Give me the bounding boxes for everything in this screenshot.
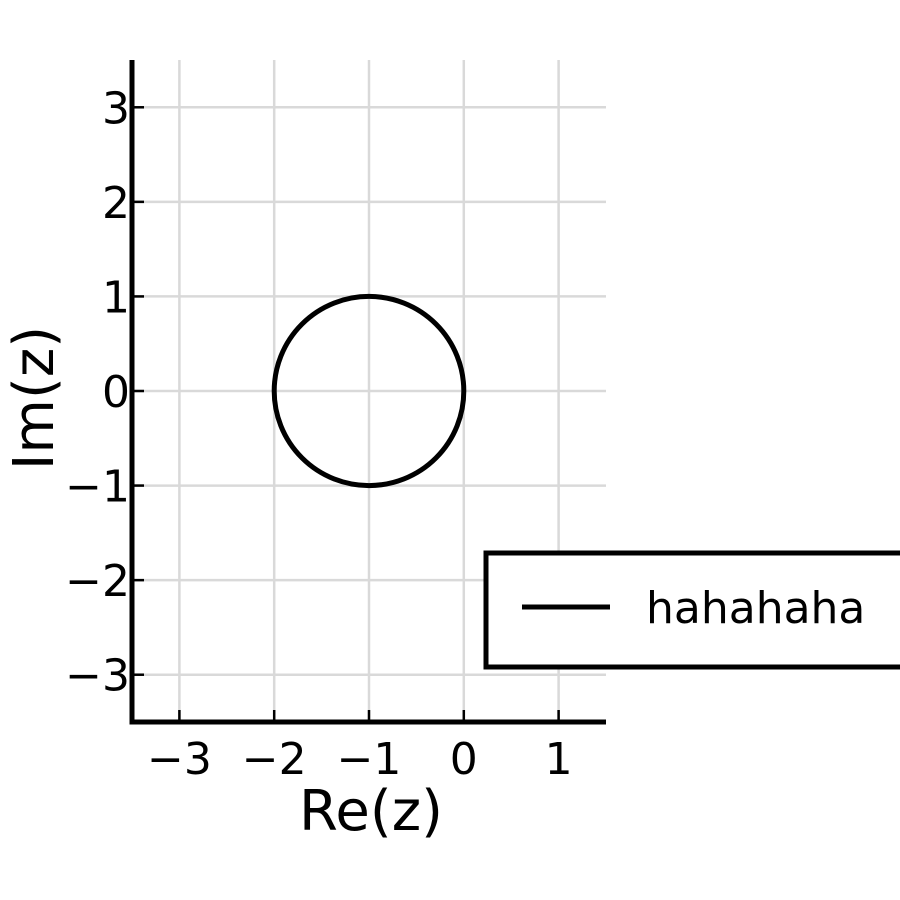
y-tick-label-0: −3 <box>65 651 130 702</box>
x-tick-label-3: 0 <box>450 734 478 785</box>
tick-labels: −3 −2 −1 0 1 −3 −2 −1 0 1 2 3 <box>65 83 572 785</box>
x-tick-label-0: −3 <box>147 734 212 785</box>
x-tick-label-1: −2 <box>242 734 307 785</box>
legend-box <box>483 550 900 670</box>
y-tick-label-6: 3 <box>102 83 130 134</box>
y-tick-label-3: 0 <box>102 367 130 418</box>
x-tick-label-4: 1 <box>545 734 573 785</box>
y-tick-label-1: −2 <box>65 556 130 607</box>
y-tick-label-4: 1 <box>102 272 130 323</box>
legend-label: hahahaha <box>646 583 865 634</box>
y-axis-label: Im(z) <box>2 326 67 470</box>
y-tick-label-2: −1 <box>65 462 130 513</box>
ticks <box>132 106 560 722</box>
x-tick-label-2: −1 <box>337 734 402 785</box>
y-tick-label-5: 2 <box>102 178 130 229</box>
series-0-circle <box>271 293 467 489</box>
x-axis-label: Re(z) <box>299 779 443 844</box>
series-layer <box>271 293 467 489</box>
legend: hahahaha <box>483 550 900 670</box>
grid <box>132 60 606 722</box>
